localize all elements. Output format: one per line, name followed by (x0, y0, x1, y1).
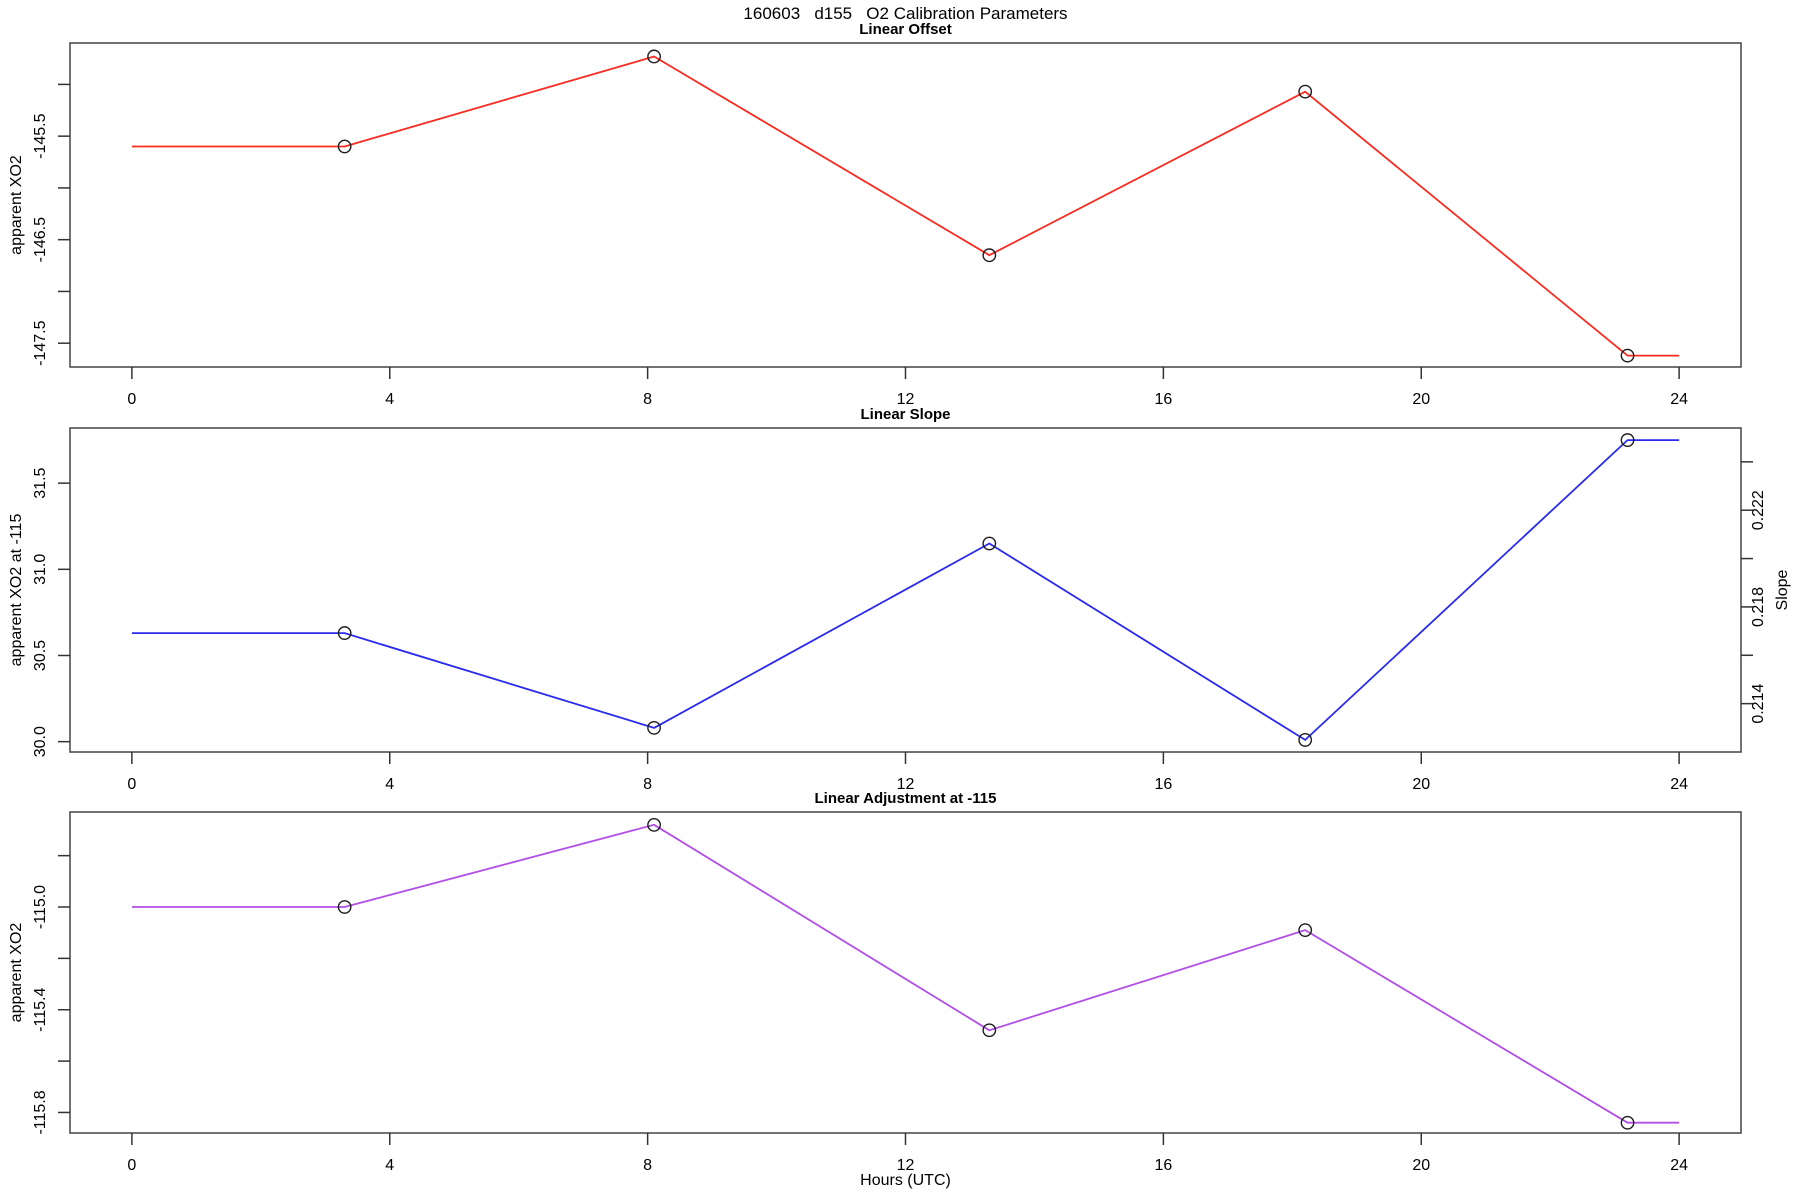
panel-title: Linear Adjustment at -115 (815, 790, 997, 807)
data-point-marker (1620, 1115, 1635, 1130)
x-tick-label: 8 (643, 776, 652, 793)
data-point-marker (647, 817, 661, 832)
data-point-marker (1298, 733, 1313, 747)
x-tick-label: 0 (127, 776, 136, 793)
y-tick-label: -115.0 (32, 885, 49, 929)
x-tick-label: 24 (1670, 1157, 1688, 1174)
y-axis-label: apparent XO2 at -115 (8, 514, 25, 667)
right-y-axis-label: Slope (1774, 569, 1791, 610)
y-tick-label: -115.4 (32, 988, 49, 1032)
panel-title: Linear Offset (859, 21, 952, 38)
panel-title: Linear Slope (860, 406, 950, 423)
figure-title: 160603 d155 O2 Calibration Parameters (743, 4, 1068, 23)
x-tick-label: 12 (897, 776, 915, 793)
x-tick-label: 12 (897, 1157, 915, 1174)
right-y-tick-label: 0.214 (1750, 684, 1767, 724)
data-point-marker (337, 139, 352, 154)
x-tick-label: 20 (1412, 776, 1430, 793)
data-point-marker (1620, 433, 1635, 447)
y-tick-label: 31.0 (32, 554, 49, 585)
x-tick-label: 4 (385, 1157, 394, 1174)
y-tick-label: 30.5 (32, 640, 49, 671)
panel-3: Linear Adjustment at -115 0 4 8 12 16 20 24 -115… (8, 790, 1742, 1189)
x-tick-label: 20 (1412, 391, 1430, 408)
x-tick-label: 24 (1670, 776, 1688, 793)
y-tick-label: -115.8 (32, 1090, 49, 1134)
x-tick-label: 16 (1154, 776, 1172, 793)
series-line (131, 823, 1680, 1124)
x-axis-label: Hours (UTC) (860, 1172, 951, 1189)
x-tick-label: 20 (1412, 1157, 1430, 1174)
y-tick-label: -145.5 (32, 113, 49, 158)
data-point-marker (982, 536, 997, 551)
series-line (131, 439, 1680, 741)
x-tick-label: 4 (385, 391, 394, 408)
right-y-tick-label: 0.222 (1750, 490, 1767, 530)
data-point-marker (982, 248, 997, 263)
data-point-marker (982, 1023, 997, 1038)
x-tick-label: 0 (127, 1157, 136, 1174)
x-tick-label: 8 (643, 1157, 652, 1174)
series-line (131, 55, 1680, 357)
y-axis-label: apparent XO2 (8, 155, 25, 255)
x-tick-label: 24 (1670, 391, 1688, 408)
x-tick-label: 16 (1154, 391, 1172, 408)
y-tick-label: -147.5 (32, 320, 49, 365)
x-tick-label: 16 (1154, 1157, 1172, 1174)
data-point-marker (1298, 84, 1313, 99)
y-axis-label: apparent XO2 (8, 923, 25, 1023)
y-tick-label: 30.0 (32, 726, 49, 757)
right-y-tick-label: 0.218 (1750, 587, 1767, 627)
y-tick-label: 31.5 (32, 467, 49, 498)
x-tick-label: 0 (127, 391, 136, 408)
plot-box (69, 811, 1742, 1134)
panel-2: Linear Slope 0 4 8 12 16 20 24 30.0 30.5 31.0 31.5 a… (8, 406, 1791, 793)
data-point-marker (1620, 348, 1635, 363)
panel-1: Linear Offset 0 4 8 12 16 20 24 -145.5 -146.5 -147… (8, 21, 1742, 408)
data-point-marker (1298, 923, 1313, 938)
data-point-marker (647, 49, 661, 64)
x-tick-label: 8 (643, 391, 652, 408)
data-point-marker (647, 720, 661, 735)
y-tick-label: -146.5 (32, 217, 49, 262)
x-tick-label: 4 (385, 776, 394, 793)
data-point-marker (337, 626, 352, 640)
x-tick-label: 12 (897, 391, 915, 408)
data-point-marker (337, 900, 352, 914)
